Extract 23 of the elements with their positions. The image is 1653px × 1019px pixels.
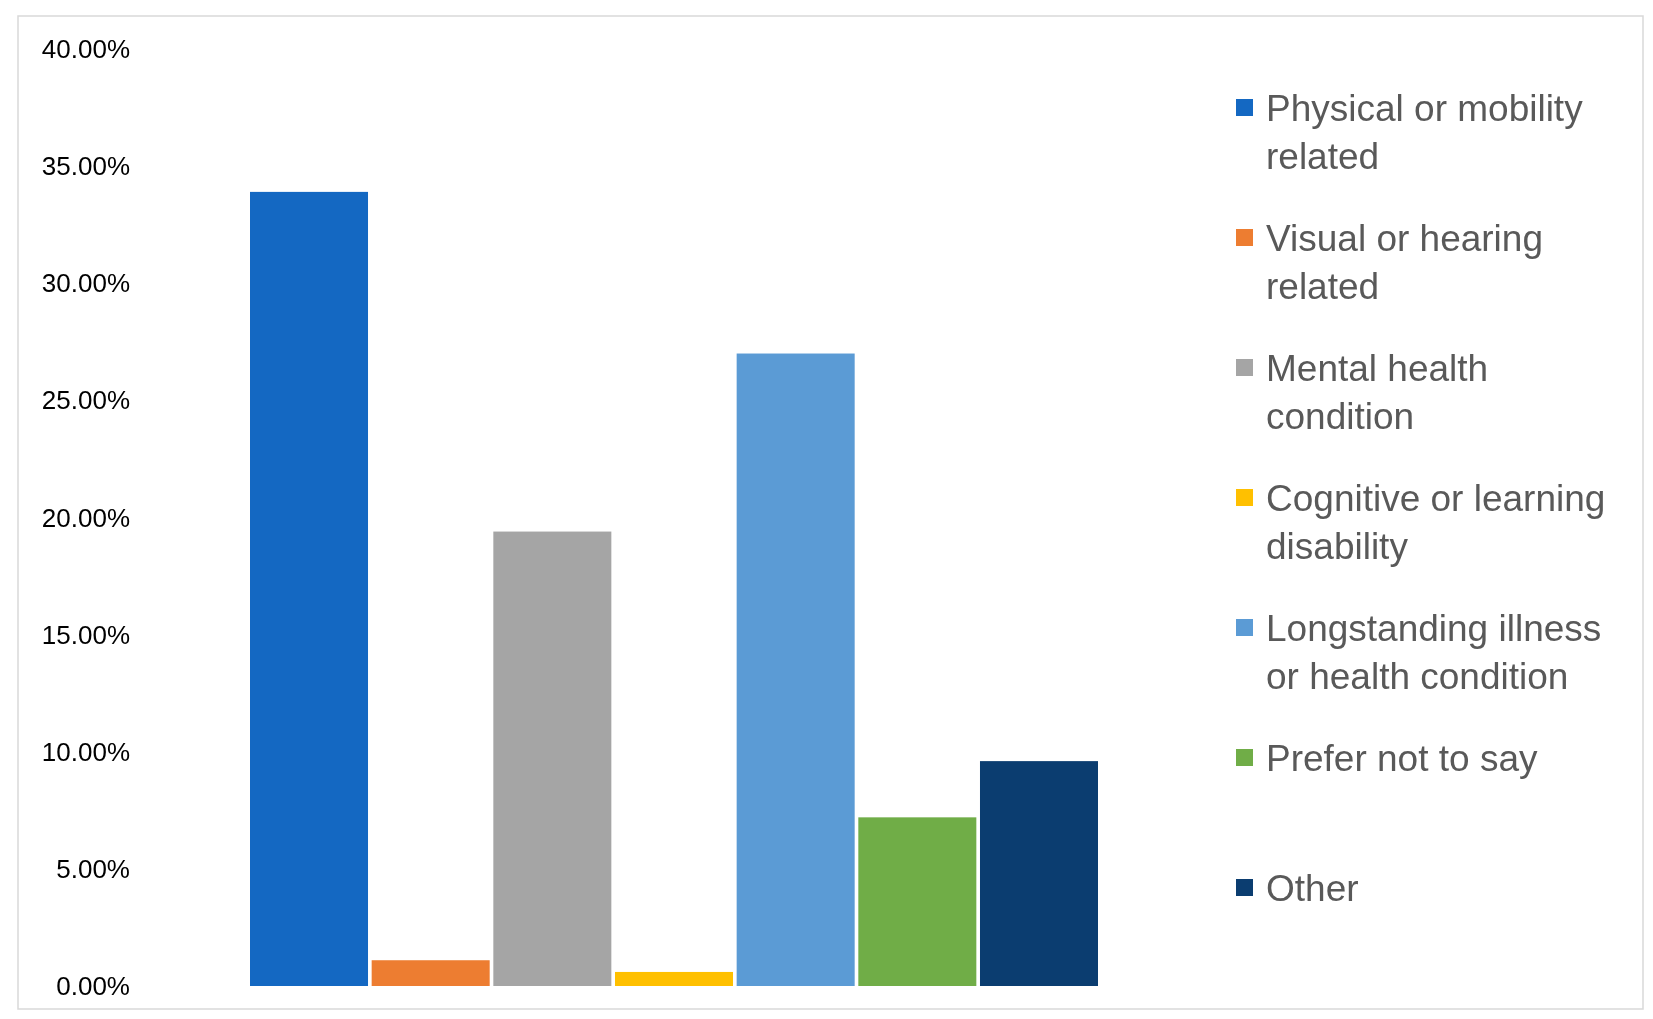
legend-label: Visual or hearing related: [1266, 217, 1543, 307]
legend-label: Mental health condition: [1266, 347, 1489, 437]
legend-label: Prefer not to say: [1266, 737, 1538, 779]
y-tick-label: 40.00%: [41, 34, 130, 65]
legend-label: Physical or mobility related: [1266, 87, 1584, 177]
bar: [250, 191, 369, 986]
y-tick-label: 25.00%: [41, 385, 130, 416]
legend-label: Longstanding illness or health condition: [1266, 607, 1602, 697]
y-tick-label: 5.00%: [56, 853, 130, 884]
bar: [736, 353, 855, 986]
y-tick-label: 0.00%: [56, 971, 130, 1002]
bar: [493, 531, 612, 986]
y-tick-label: 35.00%: [41, 151, 130, 182]
y-tick-label: 15.00%: [41, 619, 130, 650]
y-tick-label: 10.00%: [41, 736, 130, 767]
y-tick-label: 20.00%: [41, 502, 130, 533]
bar: [614, 971, 734, 986]
bar: [371, 960, 490, 986]
bar: [858, 817, 977, 986]
bar: [979, 761, 1098, 986]
y-tick-label: 30.00%: [41, 268, 130, 299]
legend-label: Cognitive or learning disability: [1266, 477, 1606, 567]
legend-label: Other: [1266, 867, 1359, 909]
